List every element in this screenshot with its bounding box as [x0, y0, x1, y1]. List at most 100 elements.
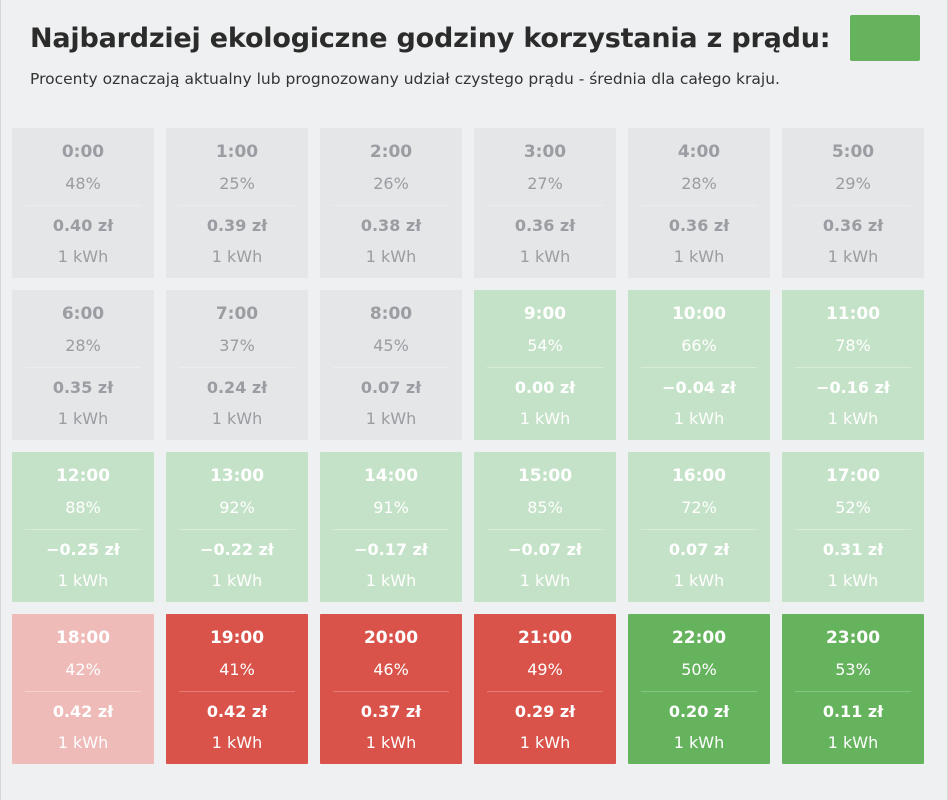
tile-divider [795, 205, 911, 206]
price-unit: 1 kWh [519, 733, 571, 752]
tile-divider [333, 367, 449, 368]
clean-energy-share: 42% [65, 660, 101, 679]
tile-divider [25, 691, 141, 692]
hour-time: 3:00 [523, 142, 567, 162]
tile-divider [179, 691, 295, 692]
hour-time: 23:00 [825, 628, 881, 648]
clean-energy-share: 25% [219, 174, 255, 193]
tile-divider [333, 529, 449, 530]
hour-price: 0.24 zł [206, 378, 268, 397]
price-unit: 1 kWh [365, 733, 417, 752]
title-row: Najbardziej ekologiczne godziny korzysta… [30, 14, 920, 62]
price-unit: 1 kWh [365, 247, 417, 266]
clean-energy-share: 85% [527, 498, 563, 517]
clean-energy-share: 26% [373, 174, 409, 193]
hour-price: −0.17 zł [354, 540, 428, 559]
price-unit: 1 kWh [519, 571, 571, 590]
hour-tile[interactable]: 0:00 48% 0.40 zł 1 kWh [12, 128, 154, 278]
tile-divider [641, 367, 757, 368]
clean-energy-share: 28% [65, 336, 101, 355]
hour-price: 0.11 zł [822, 702, 884, 721]
hour-tile[interactable]: 6:00 28% 0.35 zł 1 kWh [12, 290, 154, 440]
price-unit: 1 kWh [365, 409, 417, 428]
tile-divider [487, 205, 603, 206]
hour-time: 18:00 [55, 628, 111, 648]
hour-time: 5:00 [831, 142, 875, 162]
price-unit: 1 kWh [211, 571, 263, 590]
hour-price: 0.36 zł [514, 216, 576, 235]
hour-time: 7:00 [215, 304, 259, 324]
tile-divider [795, 367, 911, 368]
hour-tile[interactable]: 15:00 85% −0.07 zł 1 kWh [474, 452, 616, 602]
page-subtitle: Procenty oznaczają aktualny lub prognozo… [30, 70, 780, 88]
clean-energy-share: 48% [65, 174, 101, 193]
hour-time: 22:00 [671, 628, 727, 648]
tile-divider [795, 529, 911, 530]
hour-tile[interactable]: 19:00 41% 0.42 zł 1 kWh [166, 614, 308, 764]
clean-energy-share: 49% [527, 660, 563, 679]
hour-time: 15:00 [517, 466, 573, 486]
tile-divider [25, 367, 141, 368]
clean-energy-share: 66% [681, 336, 717, 355]
hour-time: 2:00 [369, 142, 413, 162]
clean-energy-share: 91% [373, 498, 409, 517]
price-unit: 1 kWh [57, 571, 109, 590]
price-unit: 1 kWh [673, 571, 725, 590]
tile-divider [333, 691, 449, 692]
hour-tile[interactable]: 5:00 29% 0.36 zł 1 kWh [782, 128, 924, 278]
hour-tile[interactable]: 14:00 91% −0.17 zł 1 kWh [320, 452, 462, 602]
clean-energy-share: 27% [527, 174, 563, 193]
hour-time: 1:00 [215, 142, 259, 162]
hour-tile[interactable]: 8:00 45% 0.07 zł 1 kWh [320, 290, 462, 440]
hour-tile[interactable]: 9:00 54% 0.00 zł 1 kWh [474, 290, 616, 440]
hour-time: 6:00 [61, 304, 105, 324]
clean-energy-share: 72% [681, 498, 717, 517]
hour-price: 0.31 zł [822, 540, 884, 559]
hour-tile[interactable]: 2:00 26% 0.38 zł 1 kWh [320, 128, 462, 278]
tile-divider [179, 529, 295, 530]
price-unit: 1 kWh [211, 409, 263, 428]
hour-tile[interactable]: 21:00 49% 0.29 zł 1 kWh [474, 614, 616, 764]
hour-price: 0.07 zł [668, 540, 730, 559]
hour-tile[interactable]: 18:00 42% 0.42 zł 1 kWh [12, 614, 154, 764]
hour-time: 14:00 [363, 466, 419, 486]
price-unit: 1 kWh [211, 247, 263, 266]
hour-tile[interactable]: 17:00 52% 0.31 zł 1 kWh [782, 452, 924, 602]
hour-tile[interactable]: 13:00 92% −0.22 zł 1 kWh [166, 452, 308, 602]
clean-energy-share: 88% [65, 498, 101, 517]
hour-time: 0:00 [61, 142, 105, 162]
hour-tile[interactable]: 1:00 25% 0.39 zł 1 kWh [166, 128, 308, 278]
tile-divider [641, 691, 757, 692]
hour-tile[interactable]: 16:00 72% 0.07 zł 1 kWh [628, 452, 770, 602]
hour-tile[interactable]: 12:00 88% −0.25 zł 1 kWh [12, 452, 154, 602]
hour-time: 20:00 [363, 628, 419, 648]
hour-tile[interactable]: 23:00 53% 0.11 zł 1 kWh [782, 614, 924, 764]
price-unit: 1 kWh [519, 247, 571, 266]
price-unit: 1 kWh [827, 247, 879, 266]
hour-tile[interactable]: 22:00 50% 0.20 zł 1 kWh [628, 614, 770, 764]
price-unit: 1 kWh [827, 409, 879, 428]
hour-time: 11:00 [825, 304, 881, 324]
hour-price: −0.22 zł [200, 540, 274, 559]
hour-tile[interactable]: 7:00 37% 0.24 zł 1 kWh [166, 290, 308, 440]
tile-divider [333, 205, 449, 206]
tile-divider [641, 205, 757, 206]
price-unit: 1 kWh [211, 733, 263, 752]
hour-tile[interactable]: 10:00 66% −0.04 zł 1 kWh [628, 290, 770, 440]
price-unit: 1 kWh [673, 409, 725, 428]
price-unit: 1 kWh [519, 409, 571, 428]
legend-swatch [850, 15, 920, 61]
clean-energy-share: 78% [835, 336, 871, 355]
hour-time: 17:00 [825, 466, 881, 486]
hour-tile[interactable]: 3:00 27% 0.36 zł 1 kWh [474, 128, 616, 278]
hour-price: 0.42 zł [52, 702, 114, 721]
price-unit: 1 kWh [673, 733, 725, 752]
clean-energy-share: 92% [219, 498, 255, 517]
hour-time: 16:00 [671, 466, 727, 486]
hour-tile[interactable]: 20:00 46% 0.37 zł 1 kWh [320, 614, 462, 764]
hour-tile[interactable]: 4:00 28% 0.36 zł 1 kWh [628, 128, 770, 278]
tile-divider [25, 205, 141, 206]
price-unit: 1 kWh [827, 571, 879, 590]
hour-tile[interactable]: 11:00 78% −0.16 zł 1 kWh [782, 290, 924, 440]
tile-divider [25, 529, 141, 530]
